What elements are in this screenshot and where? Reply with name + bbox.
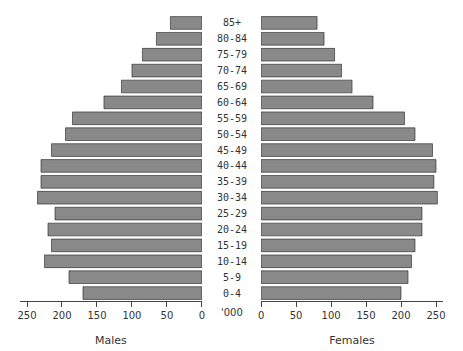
svg-text:50-54: 50-54 xyxy=(217,129,247,140)
svg-text:50: 50 xyxy=(161,310,174,321)
svg-text:50: 50 xyxy=(290,310,303,321)
svg-text:25-29: 25-29 xyxy=(217,208,247,219)
svg-text:250: 250 xyxy=(17,310,36,321)
svg-text:60-64: 60-64 xyxy=(217,97,247,108)
svg-text:200: 200 xyxy=(52,310,71,321)
svg-text:250: 250 xyxy=(426,310,445,321)
svg-text:10-14: 10-14 xyxy=(217,256,247,267)
svg-text:70-74: 70-74 xyxy=(217,65,247,76)
svg-text:30-34: 30-34 xyxy=(217,192,247,203)
svg-text:35-39: 35-39 xyxy=(217,176,247,187)
svg-text:20-24: 20-24 xyxy=(217,224,247,235)
svg-text:65-69: 65-69 xyxy=(217,81,247,92)
svg-text:75-79: 75-79 xyxy=(217,49,247,60)
svg-text:0-4: 0-4 xyxy=(223,288,241,299)
svg-text:45-49: 45-49 xyxy=(217,145,247,156)
svg-text:'000: '000 xyxy=(221,307,243,318)
svg-text:55-59: 55-59 xyxy=(217,113,247,124)
svg-text:100: 100 xyxy=(322,310,341,321)
svg-text:85+: 85+ xyxy=(223,17,241,28)
svg-text:0: 0 xyxy=(258,310,264,321)
svg-text:150: 150 xyxy=(87,310,106,321)
svg-text:80-84: 80-84 xyxy=(217,33,247,44)
svg-text:150: 150 xyxy=(357,310,376,321)
svg-text:Males: Males xyxy=(95,334,127,347)
svg-text:200: 200 xyxy=(391,310,410,321)
svg-text:40-44: 40-44 xyxy=(217,160,247,171)
svg-text:Females: Females xyxy=(329,334,375,347)
svg-text:5-9: 5-9 xyxy=(223,272,241,283)
svg-text:0: 0 xyxy=(199,310,205,321)
svg-text:100: 100 xyxy=(122,310,141,321)
svg-text:15-19: 15-19 xyxy=(217,240,247,251)
